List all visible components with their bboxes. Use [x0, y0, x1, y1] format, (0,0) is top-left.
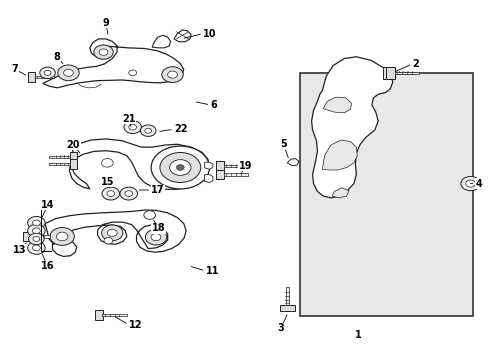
- Circle shape: [56, 232, 68, 241]
- Circle shape: [29, 233, 44, 245]
- Text: 11: 11: [205, 266, 219, 276]
- Polygon shape: [94, 310, 102, 320]
- Text: 14: 14: [41, 200, 54, 210]
- Circle shape: [160, 153, 201, 183]
- Polygon shape: [322, 140, 357, 170]
- Text: 15: 15: [101, 177, 114, 187]
- Polygon shape: [311, 57, 392, 198]
- Text: 2: 2: [411, 59, 418, 69]
- Polygon shape: [174, 30, 191, 42]
- Circle shape: [63, 69, 73, 76]
- Circle shape: [465, 180, 474, 187]
- Polygon shape: [30, 235, 49, 238]
- Circle shape: [162, 67, 183, 82]
- Polygon shape: [394, 72, 418, 74]
- Circle shape: [107, 191, 115, 197]
- Circle shape: [145, 229, 166, 245]
- Polygon shape: [35, 76, 54, 78]
- Polygon shape: [285, 287, 288, 305]
- Circle shape: [28, 224, 45, 237]
- Polygon shape: [216, 170, 224, 179]
- Circle shape: [58, 65, 79, 81]
- Circle shape: [120, 187, 137, 200]
- Polygon shape: [23, 232, 30, 241]
- Text: 5: 5: [280, 139, 286, 149]
- Text: 1: 1: [355, 330, 362, 341]
- Circle shape: [128, 124, 136, 130]
- Text: 3: 3: [277, 323, 284, 333]
- Text: 13: 13: [13, 245, 26, 255]
- Circle shape: [151, 234, 161, 241]
- Polygon shape: [331, 188, 348, 198]
- Text: 8: 8: [54, 52, 61, 62]
- Circle shape: [140, 125, 156, 136]
- Circle shape: [99, 49, 108, 55]
- Polygon shape: [42, 39, 183, 88]
- Polygon shape: [223, 174, 247, 176]
- Circle shape: [176, 165, 184, 170]
- Text: 7: 7: [12, 64, 19, 74]
- Circle shape: [32, 220, 40, 226]
- Circle shape: [102, 225, 122, 241]
- Polygon shape: [280, 305, 294, 311]
- Polygon shape: [223, 165, 247, 167]
- Polygon shape: [49, 163, 70, 165]
- Polygon shape: [49, 156, 70, 158]
- Circle shape: [44, 70, 51, 75]
- Text: 10: 10: [203, 28, 216, 39]
- Circle shape: [28, 216, 45, 229]
- Polygon shape: [152, 35, 170, 48]
- Polygon shape: [323, 97, 351, 113]
- Text: 21: 21: [122, 113, 135, 123]
- Text: 17: 17: [151, 185, 164, 195]
- Circle shape: [102, 187, 119, 200]
- Polygon shape: [383, 67, 392, 78]
- Circle shape: [460, 176, 479, 191]
- Text: 20: 20: [66, 140, 80, 150]
- Text: 18: 18: [151, 223, 165, 233]
- Circle shape: [144, 128, 151, 133]
- Circle shape: [32, 245, 40, 251]
- Text: 19: 19: [238, 161, 252, 171]
- Polygon shape: [204, 175, 212, 183]
- Circle shape: [143, 211, 155, 219]
- Circle shape: [94, 45, 113, 59]
- Text: 16: 16: [41, 261, 54, 271]
- Polygon shape: [69, 159, 77, 168]
- Bar: [300, 73, 472, 316]
- Polygon shape: [216, 161, 224, 170]
- Polygon shape: [28, 72, 35, 82]
- Text: 12: 12: [128, 320, 142, 330]
- Polygon shape: [385, 67, 394, 78]
- Circle shape: [33, 237, 40, 242]
- Circle shape: [151, 146, 209, 189]
- Circle shape: [124, 191, 132, 197]
- Circle shape: [169, 159, 191, 175]
- Polygon shape: [45, 210, 186, 256]
- Circle shape: [32, 228, 40, 234]
- Text: 9: 9: [102, 18, 109, 28]
- Polygon shape: [287, 158, 298, 166]
- Circle shape: [123, 121, 141, 134]
- Text: 22: 22: [174, 124, 187, 134]
- Polygon shape: [69, 152, 77, 161]
- Circle shape: [102, 158, 113, 167]
- Polygon shape: [204, 162, 212, 169]
- Circle shape: [167, 71, 177, 78]
- Text: 6: 6: [210, 100, 217, 110]
- Polygon shape: [69, 139, 209, 189]
- Circle shape: [128, 70, 136, 76]
- Circle shape: [104, 238, 113, 244]
- Text: 4: 4: [474, 179, 481, 189]
- Polygon shape: [102, 314, 126, 316]
- Circle shape: [40, 67, 55, 78]
- Circle shape: [107, 229, 117, 237]
- Circle shape: [50, 228, 74, 246]
- Polygon shape: [391, 72, 413, 74]
- Circle shape: [28, 242, 45, 254]
